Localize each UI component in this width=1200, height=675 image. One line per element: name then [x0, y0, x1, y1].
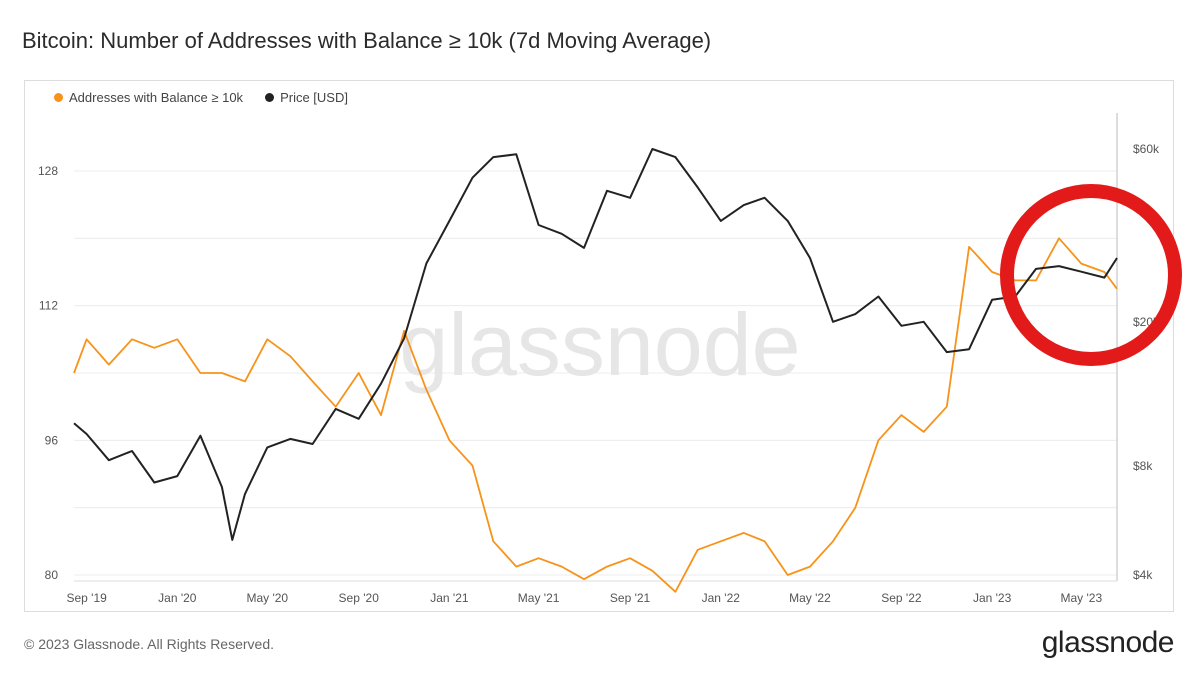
grid [74, 170, 1117, 576]
y-left-tick-label: 80 [45, 568, 59, 582]
legend-label-addresses: Addresses with Balance ≥ 10k [69, 90, 244, 105]
y-left-tick-label: 96 [45, 433, 59, 447]
legend-dot-price [265, 93, 275, 102]
copyright: © 2023 Glassnode. All Rights Reserved. [24, 636, 275, 652]
x-tick-label: May '23 [1060, 591, 1102, 605]
legend-label-price: Price [USD] [280, 90, 348, 105]
x-tick-label: Jan '22 [702, 591, 741, 605]
y-right-tick-label: $4k [1133, 568, 1153, 582]
y-right-tick-label: $60k [1133, 142, 1160, 156]
legend: Addresses with Balance ≥ 10k Price [USD] [54, 90, 348, 105]
x-tick-label: Sep '20 [339, 591, 380, 605]
x-tick-label: May '20 [246, 591, 288, 605]
series-line-addresses [73, 237, 1118, 593]
highlight-circle [1000, 184, 1182, 366]
series-line-price [73, 148, 1118, 541]
legend-dot-addresses [54, 93, 63, 102]
chart-title: Bitcoin: Number of Addresses with Balanc… [22, 28, 712, 53]
watermark: glassnode [399, 295, 800, 394]
x-tick-label: Sep '21 [610, 591, 651, 605]
x-tick-label: Jan '20 [158, 591, 197, 605]
series-layer [73, 148, 1118, 593]
legend-item-addresses[interactable]: Addresses with Balance ≥ 10k [54, 90, 243, 105]
y-left-tick-label: 128 [38, 164, 58, 178]
y-right-tick-label: $8k [1133, 459, 1153, 473]
x-tick-label: Jan '21 [430, 591, 469, 605]
x-tick-label: Jan '23 [973, 591, 1012, 605]
x-tick-label: May '21 [518, 591, 560, 605]
legend-item-price[interactable]: Price [USD] [265, 90, 348, 105]
x-tick-label: Sep '22 [881, 591, 922, 605]
x-tick-label: Sep '19 [66, 591, 107, 605]
x-tick-label: May '22 [789, 591, 831, 605]
y-left-tick-label: 112 [39, 299, 58, 313]
chart-panel [24, 80, 1174, 612]
brand-logo: glassnode [1041, 626, 1175, 659]
